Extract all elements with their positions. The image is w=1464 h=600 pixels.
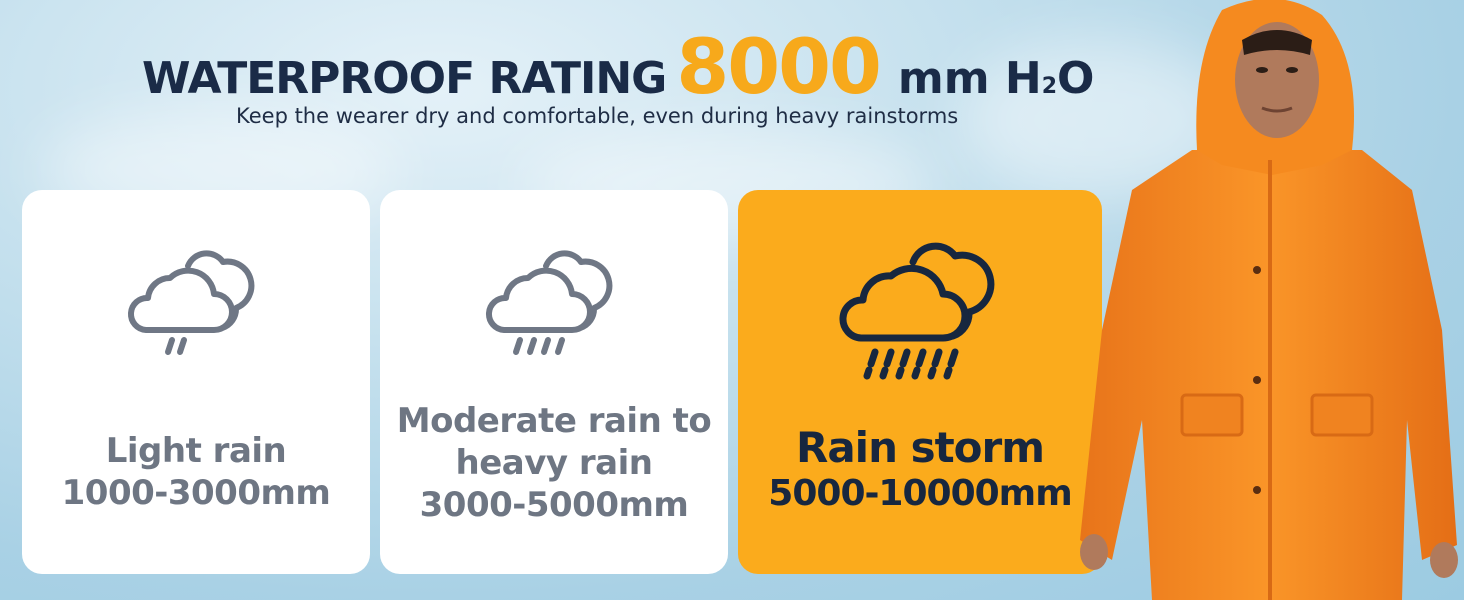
headline-label: WATERPROOF RATING — [142, 53, 667, 104]
rain-storm-range: 5000-10000mm — [768, 473, 1072, 514]
headline: WATERPROOF RATING 8000 mm H2O — [142, 22, 1095, 111]
rain-storm-card: Rain storm 5000-10000mm — [738, 190, 1102, 574]
subtitle: Keep the wearer dry and comfortable, eve… — [236, 104, 959, 128]
light-rain-range: 1000-3000mm — [61, 473, 331, 513]
moderate-rain-card: Moderate rain to heavy rain 3000-5000mm — [380, 190, 728, 574]
light-rain-label: Light rain — [105, 431, 287, 471]
moderate-rain-label-line2: heavy rain — [455, 443, 653, 483]
headline-rating-value: 8000 — [676, 22, 882, 111]
light-rain-card: Light rain 1000-3000mm — [22, 190, 370, 574]
headline-unit-subscript: 2 — [1041, 74, 1057, 99]
rain-storm-cloud-icon — [738, 240, 1102, 385]
rain-storm-label: Rain storm — [795, 423, 1045, 472]
light-rain-cloud-icon — [22, 248, 370, 368]
moderate-rain-range: 3000-5000mm — [419, 485, 689, 525]
model-in-raincoat-image — [1080, 0, 1458, 600]
moderate-rain-label-line1: Moderate rain to — [396, 401, 712, 441]
headline-unit: mm H2O — [898, 53, 1095, 104]
moderate-rain-cloud-icon — [380, 248, 728, 368]
headline-unit-main: mm H — [897, 53, 1042, 104]
headline-unit-suffix: O — [1057, 53, 1095, 104]
